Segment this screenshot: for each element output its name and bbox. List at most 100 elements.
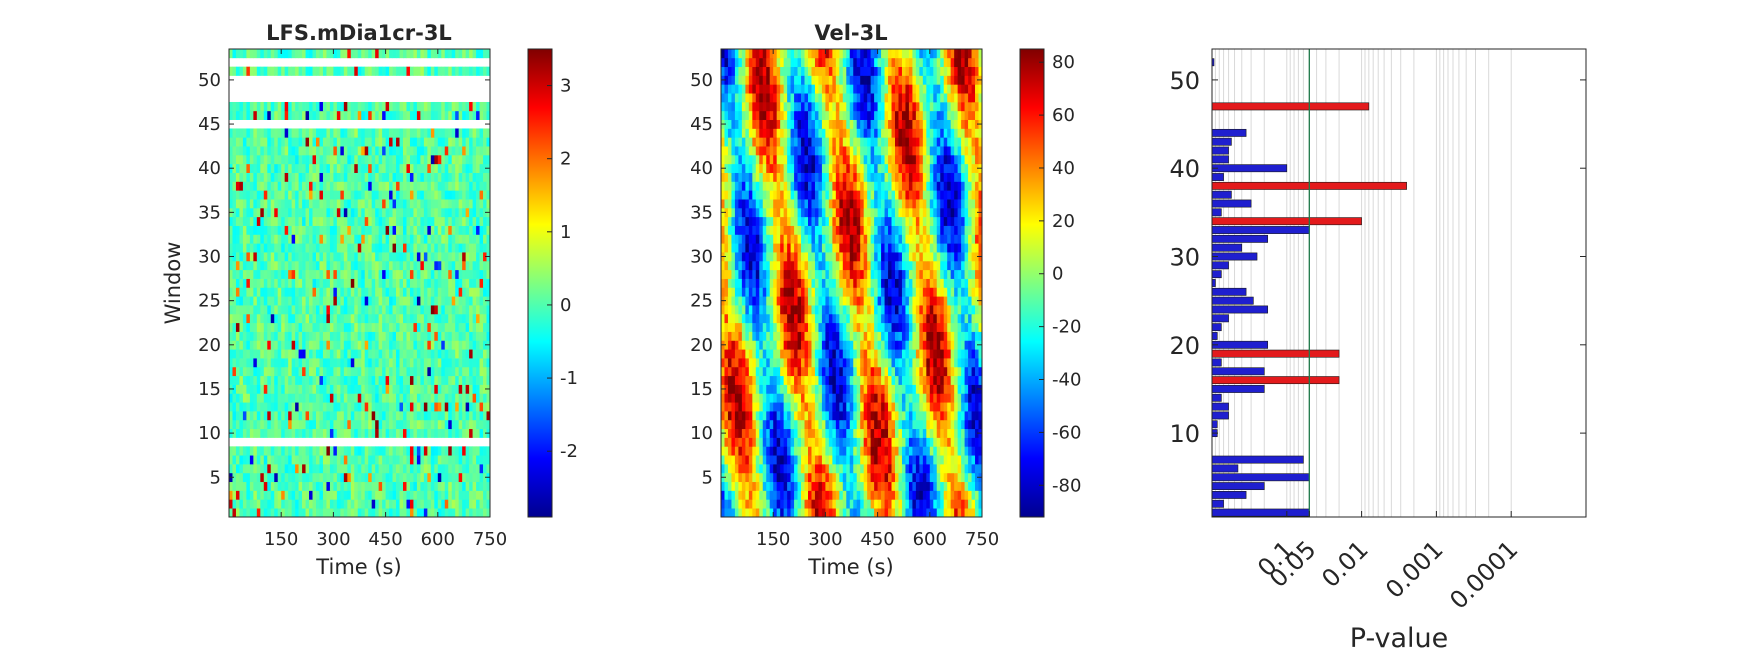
heatmap-cell xyxy=(416,181,421,191)
heatmap-cell xyxy=(253,199,258,209)
heatmap-cell xyxy=(305,411,310,421)
heatmap-cell xyxy=(371,137,376,147)
heatmap-cell xyxy=(423,154,428,165)
heatmap-cell xyxy=(389,252,393,262)
heatmap-cell xyxy=(270,305,275,315)
heatmap-cell xyxy=(385,384,390,394)
heatmap-cell xyxy=(870,411,875,421)
heatmap-cell xyxy=(274,402,279,412)
heatmap-cell xyxy=(336,146,341,156)
heatmap-cell xyxy=(329,154,334,165)
heatmap-cell xyxy=(881,481,885,491)
heatmap-cell xyxy=(253,393,258,403)
heatmap-cell xyxy=(448,216,453,226)
heatmap-cell xyxy=(354,172,359,182)
heatmap-cell xyxy=(465,225,470,235)
heatmap-cell xyxy=(378,296,383,306)
heatmap-cell xyxy=(825,472,830,483)
heatmap-cell xyxy=(870,508,875,518)
heatmap-cell xyxy=(741,366,746,377)
heatmap-cell xyxy=(724,446,729,456)
heatmap-cell xyxy=(361,490,366,500)
heatmap-cell xyxy=(333,110,338,120)
heatmap-cell xyxy=(246,393,251,403)
heatmap-cell xyxy=(964,393,969,403)
heatmap-cell xyxy=(808,464,812,474)
heatmap-cell xyxy=(357,472,362,483)
heatmap-cell xyxy=(423,101,428,112)
heatmap-cell xyxy=(249,225,254,235)
heatmap-cell xyxy=(326,384,331,394)
heatmap-cell xyxy=(347,411,352,421)
heatmap-cell xyxy=(780,472,784,483)
heatmap-cell xyxy=(340,172,345,182)
heatmap-cell xyxy=(455,375,460,385)
heatmap-cell xyxy=(319,481,324,491)
heatmap-cell xyxy=(319,146,324,156)
heatmap-cell xyxy=(403,375,407,385)
heatmap-cell xyxy=(856,508,861,518)
heatmap-cell xyxy=(776,446,781,456)
heatmap-cell xyxy=(472,305,477,315)
heatmap-cell xyxy=(416,260,421,271)
heatmap-cell xyxy=(333,49,338,59)
heatmap-cell xyxy=(849,455,854,465)
heatmap-cell xyxy=(305,464,310,474)
heatmap-cell xyxy=(891,499,896,509)
heatmap-cell xyxy=(336,101,341,112)
heatmap-cell xyxy=(316,393,320,403)
heatmap-cell xyxy=(406,110,411,120)
heatmap-cell xyxy=(908,508,913,518)
heatmap-cell xyxy=(392,172,397,182)
heatmap-cell xyxy=(249,154,254,165)
heatmap-cell xyxy=(396,322,400,332)
heatmap-cell xyxy=(371,260,376,271)
heatmap-cell xyxy=(396,313,400,324)
heatmap-cell xyxy=(448,499,453,509)
heatmap-cell xyxy=(437,490,442,500)
heatmap-cell xyxy=(738,464,743,474)
heatmap-cell xyxy=(277,163,282,173)
heatmap-cell xyxy=(403,296,407,306)
heatmap-cell xyxy=(451,128,456,138)
heatmap-cell xyxy=(448,446,453,456)
heatmap-cell xyxy=(246,366,251,377)
heatmap-cell xyxy=(409,296,414,306)
heatmap-cell xyxy=(378,464,383,474)
heatmap-cell xyxy=(409,225,414,235)
heatmap-cell xyxy=(319,349,324,359)
heatmap-cell xyxy=(392,269,397,279)
heatmap-cell xyxy=(479,260,484,271)
heatmap-cell xyxy=(364,499,369,509)
heatmap-cell xyxy=(825,464,830,474)
heatmap-cell xyxy=(326,101,331,112)
heatmap-cell xyxy=(350,287,355,297)
heatmap-cell xyxy=(727,375,732,385)
heatmap-cell xyxy=(416,252,421,262)
heatmap-cell xyxy=(350,305,355,315)
heatmap-cell xyxy=(811,446,816,456)
heatmap-cell xyxy=(291,181,296,191)
heatmap-cell xyxy=(316,66,320,76)
heatmap-cell xyxy=(350,146,355,156)
heatmap-cell xyxy=(277,146,282,156)
heatmap-cell xyxy=(389,349,393,359)
heatmap-cell xyxy=(413,260,418,271)
heatmap-cell xyxy=(849,419,854,430)
heatmap-cell xyxy=(437,455,442,465)
heatmap-cell xyxy=(451,481,456,491)
heatmap-cell xyxy=(458,207,463,218)
heatmap-cell xyxy=(430,172,435,182)
heatmap-cell xyxy=(441,181,446,191)
heatmap-cell xyxy=(773,464,778,474)
y-tick-label: 5 xyxy=(210,467,221,488)
heatmap-cell xyxy=(277,340,282,350)
heatmap-cell xyxy=(881,393,885,403)
heatmap-cell xyxy=(392,146,397,156)
heatmap-cell xyxy=(437,402,442,412)
heatmap-cell xyxy=(975,393,979,403)
heatmap-cell xyxy=(260,358,265,368)
y-tick-label: 15 xyxy=(198,379,221,400)
heatmap-cell xyxy=(776,499,781,509)
heatmap-cell xyxy=(319,137,324,147)
